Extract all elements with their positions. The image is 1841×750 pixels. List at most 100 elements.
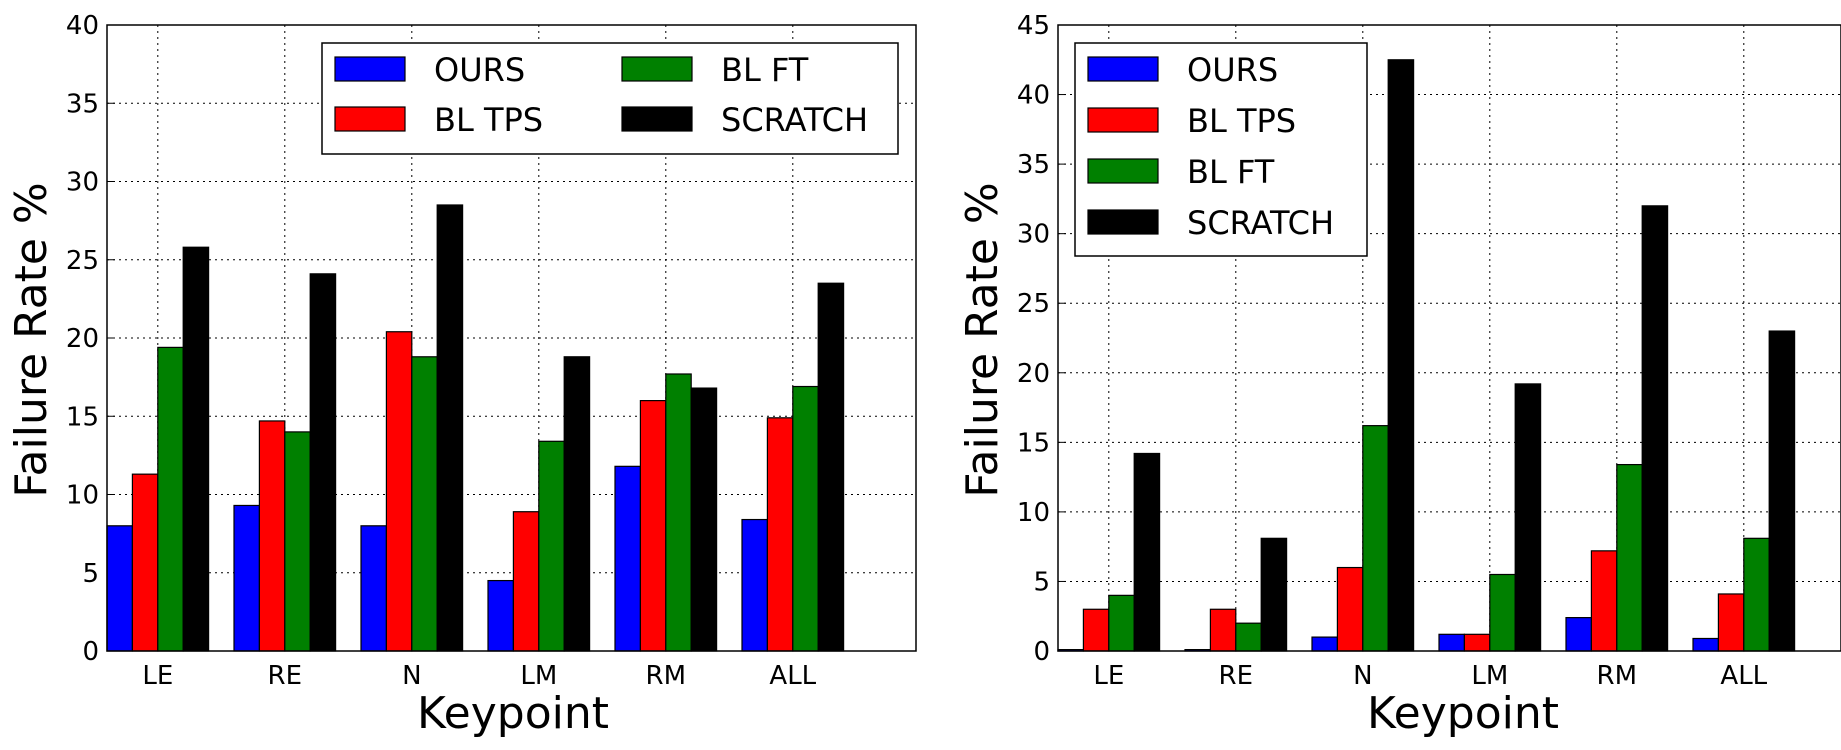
bar-scratch-rm [690, 387, 718, 652]
x-tick-label: LM [1471, 661, 1508, 691]
bar-scratch-rm [1641, 205, 1669, 652]
bar-bl-tps-all [766, 417, 794, 652]
legend-swatch [1087, 158, 1159, 184]
y-tick-label: 30 [66, 168, 99, 198]
legend: OURS BL TPS BL FT SCRATCH [1074, 42, 1368, 257]
bar-scratch-n [436, 204, 464, 652]
legend-swatch [1087, 209, 1159, 235]
y-tick-label: 15 [1017, 428, 1050, 458]
x-tick-label: LM [520, 661, 557, 691]
bar-ours-n [1311, 636, 1338, 652]
legend-label: BL TPS [434, 101, 543, 139]
legend-swatch [334, 106, 406, 132]
bar-bl-ft-n [411, 356, 438, 652]
chart-left: Failure Rate % Keypoint 0 5 10 15 20 25 30 35 40… [6, 11, 917, 739]
x-tick-label: N [402, 661, 421, 691]
y-tick-label: 20 [1017, 359, 1050, 389]
y-tick-label: 45 [1017, 11, 1050, 41]
bar-bl-ft-re [284, 431, 311, 652]
x-axis-title: Keypoint [1367, 688, 1559, 739]
bar-bl-tps-n [385, 331, 413, 652]
x-axis-title: Keypoint [417, 688, 609, 739]
y-tick-label: 5 [82, 559, 99, 589]
y-tick-label: 0 [1033, 637, 1050, 667]
x-tick-label: RE [1219, 661, 1254, 691]
bar-scratch-all [1768, 330, 1796, 652]
legend-swatch [1087, 56, 1159, 82]
bar-bl-ft-all [792, 385, 819, 652]
bar-ours-rm [1565, 617, 1592, 652]
y-axis-title: Failure Rate % [6, 182, 57, 497]
bar-bl-ft-n [1362, 425, 1389, 652]
bar-bl-tps-all [1717, 593, 1745, 652]
legend-box [321, 42, 899, 155]
bar-bl-ft-all [1743, 537, 1770, 652]
x-tick-label: N [1353, 661, 1372, 691]
y-tick-label: 35 [66, 89, 99, 119]
y-tick-label: 20 [66, 324, 99, 354]
bar-ours-all [741, 518, 768, 652]
bar-bl-tps-lm [1463, 633, 1491, 652]
bar-bl-ft-rm [665, 373, 692, 652]
y-tick-label: 0 [82, 637, 99, 667]
bar-bl-tps-n [1336, 566, 1364, 652]
x-tick-label: ALL [769, 661, 816, 691]
bar-bl-tps-rm [639, 400, 667, 652]
y-tick-label: 25 [1017, 289, 1050, 319]
bar-scratch-le [182, 246, 210, 652]
legend-swatch [1087, 107, 1159, 133]
legend-label: OURS [1187, 51, 1278, 89]
bar-bl-tps-rm [1590, 550, 1618, 652]
bar-bl-tps-re [1209, 608, 1237, 652]
x-tick-label: LE [1093, 661, 1124, 691]
bar-bl-ft-lm [538, 440, 565, 652]
y-tick-label: 5 [1033, 567, 1050, 597]
bar-bl-tps-re [258, 420, 286, 652]
y-tick-label: 40 [1017, 81, 1050, 111]
bar-bl-ft-lm [1489, 573, 1516, 652]
legend-label: BL TPS [1187, 102, 1296, 140]
x-tick-label: RM [646, 661, 687, 691]
bar-bl-tps-le [131, 473, 159, 652]
y-tick-label: 10 [66, 481, 99, 511]
bar-bl-ft-le [1108, 594, 1135, 652]
legend-label: BL FT [1187, 153, 1275, 191]
bar-scratch-lm [563, 356, 591, 652]
y-axis-title: Failure Rate % [957, 182, 1008, 497]
bar-ours-le [106, 525, 133, 652]
x-tick-label: RE [268, 661, 303, 691]
legend-swatch [621, 106, 693, 132]
bar-scratch-n [1387, 59, 1415, 652]
bar-bl-tps-lm [512, 511, 540, 652]
y-tick-label: 10 [1017, 498, 1050, 528]
legend-label: SCRATCH [721, 101, 868, 139]
plot-frame [106, 24, 917, 652]
y-tick-label: 30 [1017, 220, 1050, 250]
x-tick-label: ALL [1720, 661, 1767, 691]
bar-scratch-re [1260, 537, 1288, 652]
x-tick-label: LE [142, 661, 173, 691]
y-tick-label: 25 [66, 246, 99, 276]
bar-ours-rm [614, 465, 641, 652]
bar-ours-lm [1438, 633, 1465, 652]
y-tick-label: 15 [66, 402, 99, 432]
bar-ours-n [360, 525, 387, 652]
x-tick-label: RM [1597, 661, 1638, 691]
bar-scratch-lm [1514, 383, 1542, 652]
bar-bl-ft-rm [1616, 463, 1643, 652]
bar-scratch-re [309, 273, 337, 652]
bar-ours-all [1692, 637, 1719, 652]
y-tick-label: 35 [1017, 150, 1050, 180]
legend-swatch [621, 56, 693, 82]
legend-label: OURS [434, 51, 525, 89]
bar-scratch-all [817, 282, 845, 652]
legend-label: SCRATCH [1187, 204, 1334, 242]
chart-right: Failure Rate % Keypoint 0 5 10 15 20 25 30 35 40… [957, 11, 1841, 739]
y-tick-label: 40 [66, 11, 99, 41]
bar-ours-lm [487, 579, 514, 652]
bar-ours-re [233, 504, 260, 652]
legend-swatch [334, 56, 406, 82]
plot-frame [1057, 24, 1841, 652]
legend: OURS BL TPS BL FT SCRATCH [321, 42, 899, 155]
